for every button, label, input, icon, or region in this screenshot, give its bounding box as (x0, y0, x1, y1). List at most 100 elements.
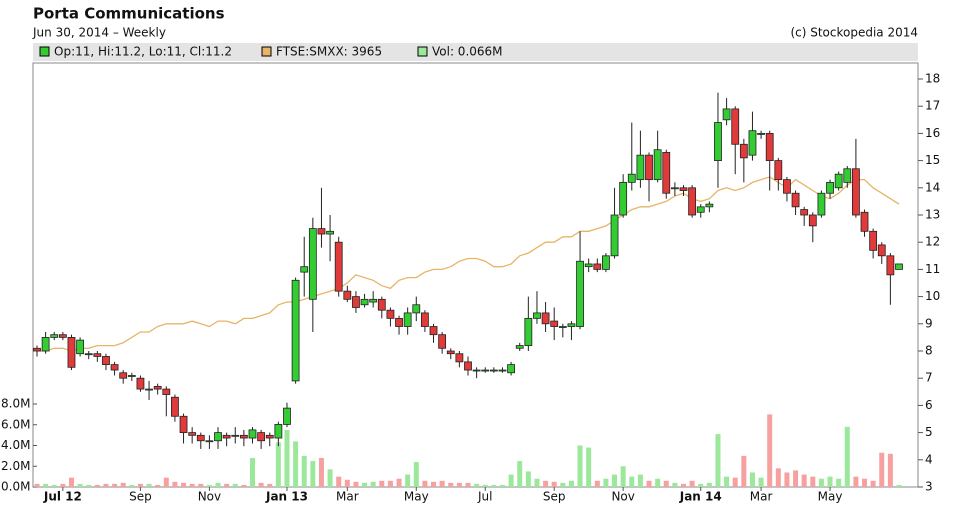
volume-bar (603, 478, 609, 487)
candle-body (369, 298, 378, 303)
y-tick-label: 11 (925, 262, 940, 276)
candle-body (196, 434, 205, 442)
plot-frame (32, 62, 919, 488)
volume-bar (491, 484, 497, 487)
candle-body (558, 326, 567, 328)
volume-bar (215, 482, 221, 487)
y-tick-label: 12 (925, 235, 940, 249)
volume-bar (801, 474, 807, 487)
candle-body (326, 230, 334, 235)
candle-body (136, 377, 145, 390)
candle-body (145, 388, 153, 391)
volume-bar (318, 457, 324, 487)
candle-body (783, 179, 791, 194)
volume-bar (344, 479, 350, 487)
y-tick-label: 15 (925, 153, 940, 167)
candle-body (886, 255, 895, 276)
candle-body (895, 263, 903, 270)
volume-bar (206, 484, 212, 487)
legend-label: FTSE:SMXX: 3965 (276, 45, 382, 59)
y2-tick-label: 6.0M (1, 417, 30, 431)
candle-body (843, 168, 852, 183)
candle-body (498, 369, 507, 372)
y2-tick-label: 0.0M (1, 480, 30, 494)
volume-bar (810, 476, 816, 487)
legend-bar (33, 43, 918, 61)
candle-body (429, 326, 438, 336)
candle-body (265, 434, 274, 439)
candle-body (188, 432, 197, 436)
volume-bar (827, 476, 833, 487)
candle-body (455, 353, 464, 363)
y-tick-label: 10 (925, 289, 940, 303)
y-tick-label: 5 (925, 425, 933, 439)
volume-bar (86, 484, 92, 487)
candle-body (748, 130, 757, 156)
candle-body (705, 203, 714, 208)
x-tick-label: Jan 13 (265, 490, 308, 504)
candle-body (102, 356, 110, 366)
volume-bar (396, 478, 402, 487)
candle-body (653, 149, 662, 181)
volume-bar (818, 478, 824, 487)
volume-bar (431, 481, 437, 487)
candle-body (257, 432, 266, 442)
candle-body (774, 160, 783, 181)
candle-body (627, 173, 636, 183)
candle-body (205, 440, 214, 443)
volume-bar (896, 484, 902, 487)
candle-body (377, 298, 386, 311)
volume-bar (655, 478, 661, 487)
candle-body (283, 407, 291, 425)
x-tick-label: Jul (477, 490, 492, 504)
volume-bar (181, 482, 187, 487)
candle-body (731, 108, 740, 145)
chart-source: (c) Stockopedia 2014 (790, 26, 918, 40)
candle-body (93, 353, 102, 357)
candle-body (360, 298, 369, 306)
volume-bar (749, 472, 755, 487)
volume-bar (637, 474, 643, 487)
candle-body (817, 192, 826, 216)
volume-bar (310, 461, 316, 487)
volume-bar (250, 457, 255, 487)
candle-body (834, 173, 843, 189)
candle-body (403, 312, 412, 327)
candle-body (395, 317, 403, 327)
candle-body (524, 317, 533, 346)
volume-bar (543, 480, 549, 487)
volume-bar (137, 483, 143, 487)
volume-bar (758, 477, 764, 487)
volume-bar (336, 476, 342, 487)
y-tick-label: 16 (925, 126, 940, 140)
volume-bar (284, 429, 290, 487)
x-tick-label: Mar (336, 490, 359, 504)
x-tick-label: Sep (129, 490, 152, 504)
volume-bar (112, 483, 118, 487)
y2-tick-label: 4.0M (1, 438, 30, 452)
volume-bar (405, 474, 411, 487)
candle-body (464, 361, 472, 371)
volume-bar (267, 483, 273, 487)
candle-body (222, 434, 231, 439)
volume-bar (586, 447, 592, 487)
volume-bar (767, 414, 773, 487)
volume-bar (620, 466, 626, 487)
y-tick-label: 8 (925, 344, 933, 358)
candle-body (602, 255, 610, 270)
candle-body (412, 304, 421, 314)
candle-body (593, 263, 602, 270)
volume-bar (198, 483, 204, 487)
candle-body (645, 154, 653, 181)
volume-bar (172, 481, 178, 487)
volume-bar (646, 480, 652, 487)
candle-body (679, 187, 688, 191)
candle-body (274, 424, 283, 439)
volume-bar (448, 482, 454, 487)
volume-bar (241, 484, 247, 487)
y-tick-label: 7 (925, 371, 933, 385)
y-tick-label: 13 (925, 208, 940, 222)
candle-body (386, 309, 395, 319)
volume-bar (612, 474, 618, 487)
candle-body (300, 266, 309, 273)
